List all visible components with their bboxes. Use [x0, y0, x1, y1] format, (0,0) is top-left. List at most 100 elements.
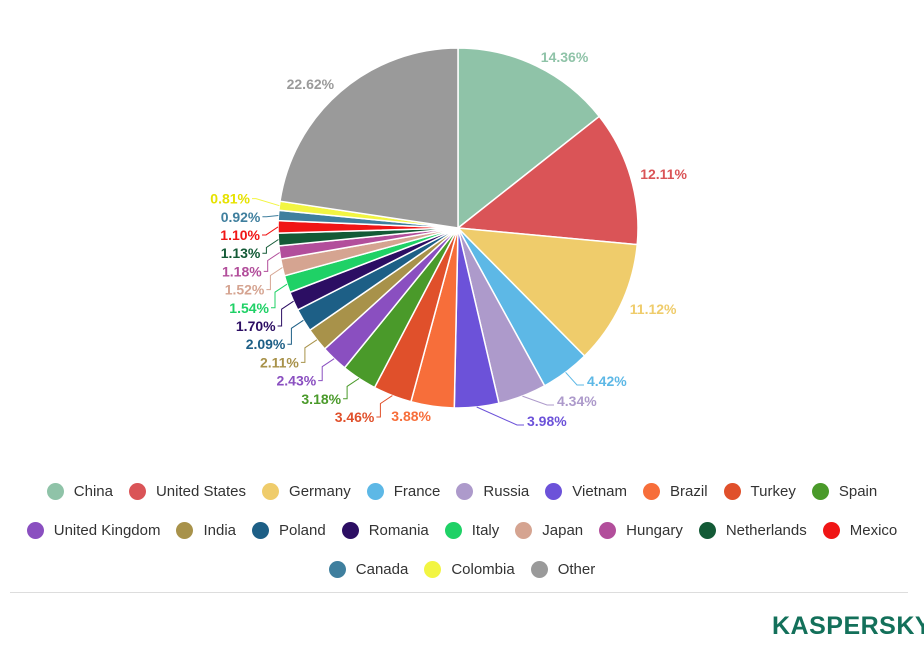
- leader-colombia: [252, 198, 280, 207]
- legend-row: Canada Colombia Other: [0, 550, 924, 589]
- legend-label: Turkey: [750, 483, 796, 500]
- legend-item-netherlands[interactable]: Netherlands: [698, 522, 807, 539]
- label-brazil: 3.88%: [391, 408, 431, 424]
- legend-label: Romania: [368, 522, 429, 539]
- slice-labels: 14.36% 12.11% 11.12% 4.42% 4.34% 3.98% 3.88% 3.…: [210, 49, 687, 429]
- legend-item-united-states[interactable]: United States: [128, 483, 247, 500]
- slice-other: [279, 47, 459, 229]
- leader-united-kingdom: [318, 358, 335, 382]
- legend-swatch: [424, 561, 442, 578]
- leader-russia: [522, 395, 554, 406]
- footer-divider: [10, 592, 908, 593]
- legend-label: China: [73, 483, 113, 500]
- legend-item-japan[interactable]: Japan: [515, 522, 583, 539]
- legend-item-spain[interactable]: Spain: [811, 483, 877, 500]
- legend-item-romania[interactable]: Romania: [341, 522, 429, 539]
- legend-label: India: [203, 522, 236, 539]
- label-vietnam: 3.98%: [527, 413, 567, 429]
- legend-item-turkey[interactable]: Turkey: [723, 483, 796, 500]
- label-japan: 1.52%: [225, 282, 265, 298]
- label-china: 14.36%: [541, 49, 589, 65]
- legend-label: Colombia: [451, 561, 515, 578]
- legend-swatch: [723, 483, 741, 500]
- legend-swatch: [515, 522, 533, 539]
- legend-label: France: [393, 483, 441, 500]
- legend-swatch: [26, 522, 44, 539]
- legend-label: Other: [557, 561, 596, 578]
- label-colombia: 0.81%: [210, 191, 250, 207]
- legend-item-canada[interactable]: Canada: [328, 561, 409, 578]
- legend-label: Canada: [355, 561, 409, 578]
- leader-japan: [266, 267, 283, 291]
- legend-item-germany[interactable]: Germany: [262, 483, 351, 500]
- leader-mexico: [262, 226, 279, 236]
- legend-item-vietnam[interactable]: Vietnam: [545, 483, 627, 500]
- legend-label: Brazil: [670, 483, 708, 500]
- legend-swatch: [252, 522, 269, 539]
- leader-canada: [262, 215, 279, 218]
- legend-label: United States: [155, 483, 247, 500]
- leader-lines: [252, 198, 584, 426]
- legend-label: Vietnam: [572, 483, 628, 500]
- label-poland: 2.09%: [246, 336, 286, 352]
- leader-netherlands: [262, 239, 279, 254]
- legend-swatch: [822, 522, 840, 539]
- label-turkey: 3.46%: [335, 409, 375, 425]
- label-germany: 11.12%: [630, 301, 677, 317]
- legend-label: Netherlands: [725, 522, 807, 539]
- legend-item-united-kingdom[interactable]: United Kingdom: [26, 522, 161, 539]
- leader-poland: [287, 319, 304, 345]
- legend-swatch: [366, 483, 384, 500]
- legend-swatch: [530, 561, 548, 578]
- label-france: 4.42%: [587, 373, 627, 389]
- leader-vietnam: [476, 406, 524, 426]
- legend-label: Japan: [542, 522, 584, 539]
- leader-spain: [343, 377, 360, 400]
- legend: China United States Germany France Russia Vie…: [0, 472, 924, 589]
- label-netherlands: 1.13%: [221, 245, 261, 261]
- label-other: 22.62%: [287, 76, 335, 92]
- label-canada: 0.92%: [221, 209, 261, 225]
- legend-item-hungary[interactable]: Hungary: [599, 522, 683, 539]
- brand-name: KASPERSKY: [772, 612, 924, 640]
- label-united-states: 12.11%: [640, 166, 687, 182]
- legend-swatch: [599, 522, 617, 539]
- legend-item-france[interactable]: France: [366, 483, 441, 500]
- leader-romania: [277, 300, 294, 327]
- leader-italy: [271, 283, 288, 309]
- legend-swatch: [456, 483, 474, 500]
- pie-slices: [277, 47, 639, 409]
- legend-item-brazil[interactable]: Brazil: [643, 483, 708, 500]
- legend-row: United Kingdom India Poland Romania Italy Jap…: [0, 511, 924, 550]
- legend-item-russia[interactable]: Russia: [456, 483, 529, 500]
- label-india: 2.11%: [260, 354, 299, 370]
- label-romania: 1.70%: [236, 318, 276, 334]
- legend-item-colombia[interactable]: Colombia: [424, 561, 515, 578]
- legend-label: Mexico: [849, 522, 898, 539]
- legend-swatch: [698, 522, 716, 539]
- label-united-kingdom: 2.43%: [276, 373, 316, 389]
- pie-chart: 14.36% 12.11% 11.12% 4.42% 4.34% 3.98% 3.88% 3.…: [210, 47, 687, 429]
- label-mexico: 1.10%: [220, 227, 260, 243]
- legend-swatch: [262, 483, 280, 500]
- legend-item-india[interactable]: India: [176, 522, 236, 539]
- legend-item-poland[interactable]: Poland: [252, 522, 326, 539]
- slice-united-states: [456, 115, 639, 246]
- legend-row: China United States Germany France Russia Vie…: [0, 472, 924, 511]
- legend-swatch: [46, 483, 64, 500]
- leader-turkey: [376, 395, 393, 418]
- label-hungary: 1.18%: [222, 263, 262, 279]
- leader-hungary: [263, 252, 280, 272]
- legend-item-italy[interactable]: Italy: [444, 522, 499, 539]
- legend-label: United Kingdom: [53, 522, 161, 539]
- slice-germany: [456, 227, 639, 358]
- leader-india: [300, 339, 318, 363]
- leader-france: [565, 371, 584, 386]
- legend-item-other[interactable]: Other: [530, 561, 596, 578]
- slice-china: [457, 47, 601, 230]
- legend-item-mexico[interactable]: Mexico: [822, 522, 898, 539]
- legend-item-china[interactable]: China: [46, 483, 113, 500]
- label-spain: 3.18%: [301, 391, 341, 407]
- legend-swatch: [341, 522, 359, 539]
- kaspersky-logo: KASPERSKY lab: [772, 612, 924, 641]
